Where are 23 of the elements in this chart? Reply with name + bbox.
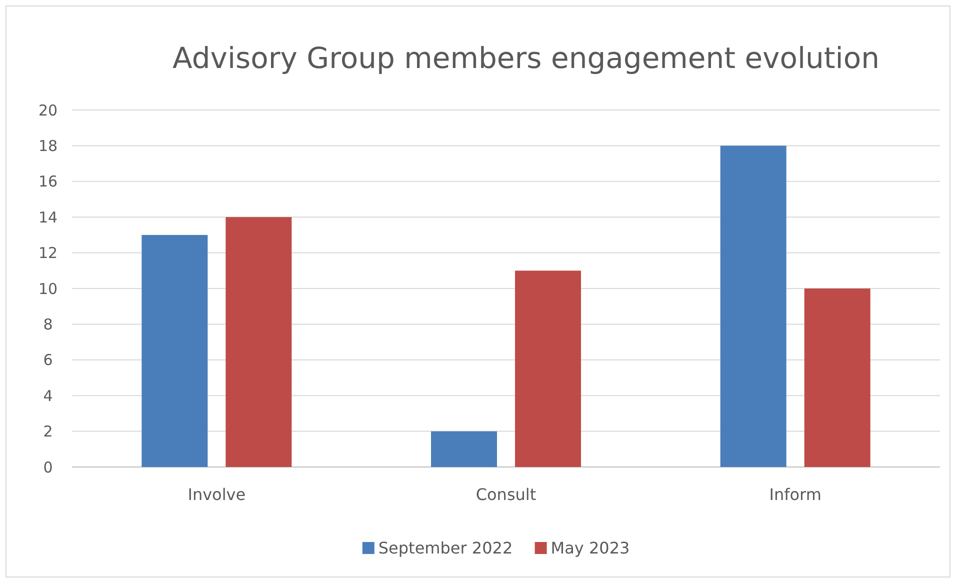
y-tick-label: 8	[43, 315, 53, 334]
bar	[431, 431, 497, 467]
bar	[226, 217, 292, 467]
y-tick-label: 2	[43, 422, 53, 441]
bar	[515, 270, 581, 467]
y-tick-label: 6	[43, 351, 53, 370]
y-tick-label: 16	[38, 172, 58, 191]
chart-title: Advisory Group members engagement evolution	[172, 41, 880, 75]
x-tick-label: Consult	[476, 485, 536, 504]
y-tick-label: 18	[38, 136, 58, 155]
y-tick-label: 4	[43, 386, 53, 405]
bar	[142, 234, 208, 467]
y-tick-label: 20	[38, 101, 58, 120]
bar	[720, 146, 786, 467]
legend-label: May 2023	[550, 538, 630, 558]
y-tick-label: 12	[38, 244, 58, 262]
y-tick-label: 0	[43, 458, 53, 476]
bar	[804, 288, 870, 467]
x-tick-label: Involve	[188, 485, 246, 504]
x-tick-label: Inform	[769, 485, 822, 504]
legend-label: September 2022	[378, 538, 513, 558]
y-tick-label: 14	[38, 208, 58, 226]
y-tick-label: 10	[38, 280, 58, 298]
